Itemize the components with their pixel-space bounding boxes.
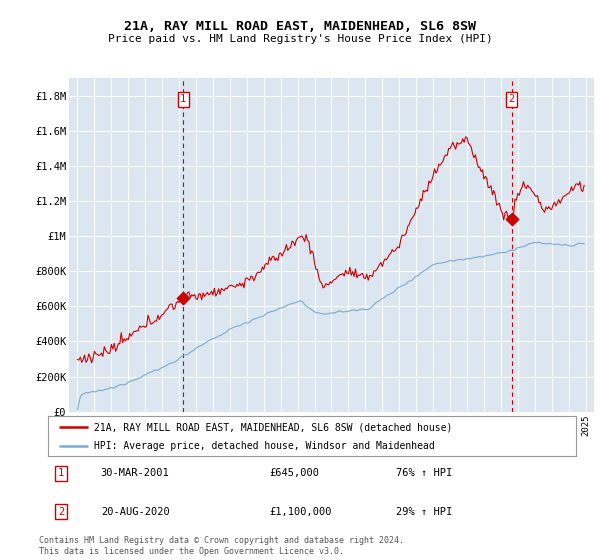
Text: 2: 2 (508, 95, 515, 105)
Text: 20-AUG-2020: 20-AUG-2020 (101, 507, 170, 517)
Text: Price paid vs. HM Land Registry's House Price Index (HPI): Price paid vs. HM Land Registry's House … (107, 34, 493, 44)
Text: 21A, RAY MILL ROAD EAST, MAIDENHEAD, SL6 8SW: 21A, RAY MILL ROAD EAST, MAIDENHEAD, SL6… (124, 20, 476, 32)
Text: 29% ↑ HPI: 29% ↑ HPI (397, 507, 453, 517)
Text: HPI: Average price, detached house, Windsor and Maidenhead: HPI: Average price, detached house, Wind… (94, 441, 435, 451)
Text: 30-MAR-2001: 30-MAR-2001 (101, 468, 170, 478)
Text: 2: 2 (58, 507, 64, 517)
Text: £1,100,000: £1,100,000 (270, 507, 332, 517)
Point (178, 294, 188, 303)
Text: £645,000: £645,000 (270, 468, 320, 478)
Point (507, 214, 517, 223)
Text: 21A, RAY MILL ROAD EAST, MAIDENHEAD, SL6 8SW (detached house): 21A, RAY MILL ROAD EAST, MAIDENHEAD, SL6… (94, 422, 453, 432)
Text: Contains HM Land Registry data © Crown copyright and database right 2024.
This d: Contains HM Land Registry data © Crown c… (39, 536, 404, 556)
Text: 1: 1 (180, 95, 187, 105)
Text: 1: 1 (58, 468, 64, 478)
Text: 76% ↑ HPI: 76% ↑ HPI (397, 468, 453, 478)
